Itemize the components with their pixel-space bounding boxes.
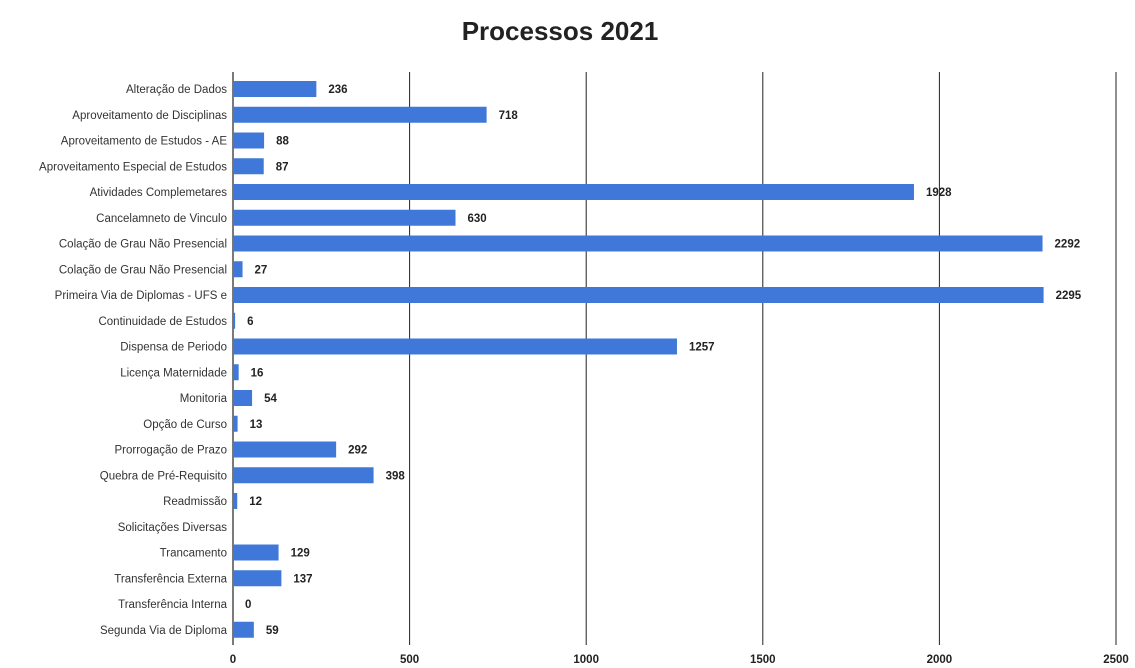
category-label: Continuidade de Estudos — [98, 316, 227, 328]
value-labels: 236 718 88 87 1928 630 2292 27 2295 6 1257 16 54 13 29… — [245, 84, 1082, 637]
category-label: Alteração de Dados — [126, 84, 227, 96]
data-label: 718 — [499, 110, 519, 122]
data-label: 2295 — [1056, 290, 1082, 302]
x-axis-ticks: 0 500 1000 1500 2000 2500 — [230, 654, 1129, 666]
data-label: 87 — [276, 161, 289, 173]
data-label: 6 — [247, 316, 253, 328]
bar — [233, 81, 317, 97]
bar — [233, 338, 677, 355]
data-label: 292 — [348, 445, 367, 457]
gridlines — [232, 72, 1117, 645]
bar — [233, 209, 456, 226]
category-label: Readmissão — [163, 496, 227, 508]
category-label: Aproveitamento de Estudos - AE — [61, 136, 228, 148]
data-label: 16 — [251, 367, 264, 379]
category-label: Atividades Complemetares — [90, 187, 228, 199]
bar — [233, 570, 282, 587]
x-tick-label: 500 — [400, 654, 419, 666]
data-label: 59 — [266, 625, 279, 637]
data-label: 0 — [245, 599, 251, 611]
x-tick-label: 2000 — [927, 654, 953, 666]
category-label: Trancamento — [160, 548, 227, 560]
bar — [233, 364, 239, 381]
data-label: 1257 — [689, 342, 715, 354]
data-label: 27 — [255, 264, 268, 276]
bar — [233, 184, 914, 200]
x-tick-label: 1000 — [573, 654, 599, 666]
data-label: 54 — [264, 393, 277, 405]
category-label: Cancelamneto de Vinculo — [96, 213, 227, 225]
category-label: Aproveitamento Especial de Estudos — [39, 161, 227, 173]
bar — [233, 235, 1043, 252]
bar — [233, 621, 254, 638]
bar — [233, 390, 253, 406]
bar — [233, 106, 487, 123]
data-label: 137 — [293, 573, 312, 585]
data-label: 1928 — [926, 187, 952, 199]
data-label: 236 — [328, 84, 347, 96]
category-label: Licença Maternidade — [120, 367, 227, 379]
category-label: Opção de Curso — [143, 419, 227, 431]
data-label: 630 — [468, 213, 487, 225]
data-label: 88 — [276, 136, 289, 148]
bar — [233, 493, 238, 509]
bar — [233, 312, 236, 329]
category-label: Transferência Interna — [118, 599, 227, 611]
category-label: Primeira Via de Diplomas - UFS e — [55, 290, 227, 302]
bar — [233, 467, 374, 484]
bar — [233, 544, 279, 561]
category-label: Solicitações Diversas — [118, 522, 228, 534]
data-label: 13 — [250, 419, 263, 431]
x-tick-label: 0 — [230, 654, 236, 666]
category-label: Quebra de Pré-Requisito — [100, 470, 227, 482]
bar — [233, 261, 243, 278]
category-label: Prorrogação de Prazo — [114, 445, 227, 457]
data-label: 129 — [291, 548, 310, 560]
category-label: Colação de Grau Não Presencial — [59, 239, 227, 251]
data-label: 12 — [249, 496, 262, 508]
bar — [233, 132, 265, 149]
bars — [233, 81, 1044, 638]
data-label: 2292 — [1055, 239, 1081, 251]
category-label: Monitoria — [180, 393, 228, 405]
bar — [233, 415, 238, 432]
bar — [233, 441, 337, 458]
x-tick-label: 2500 — [1103, 654, 1129, 666]
category-label: Dispensa de Periodo — [120, 342, 227, 354]
category-label: Transferência Externa — [114, 573, 227, 585]
category-label: Aproveitamento de Disciplinas — [72, 110, 227, 122]
data-label: 398 — [386, 470, 406, 482]
x-tick-label: 1500 — [750, 654, 776, 666]
category-label: Colação de Grau Não Presencial — [59, 264, 227, 276]
chart-title: Processos 2021 — [462, 16, 659, 46]
bar — [233, 158, 264, 175]
category-labels: Alteração de Dados Aproveitamento de Disc… — [39, 84, 228, 637]
category-label: Segunda Via de Diploma — [100, 625, 228, 637]
bar — [233, 287, 1044, 303]
